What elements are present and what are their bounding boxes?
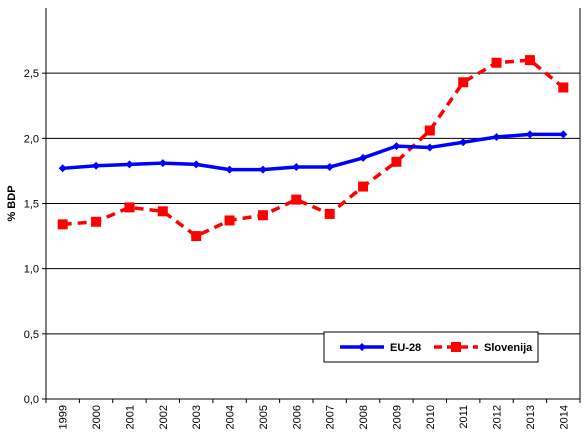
point-eu-28-2003 — [192, 160, 201, 169]
point-eu-28-2009 — [392, 142, 401, 151]
y-tick-label-5: 2,5 — [24, 68, 39, 80]
legend-label-eu-28: EU-28 — [390, 342, 421, 354]
legend: EU-28 Slovenija — [323, 331, 539, 363]
x-tick-label-2013: 2013 — [525, 405, 537, 429]
point-eu-28-2012 — [492, 133, 501, 142]
x-tick-label-2012: 2012 — [492, 405, 504, 429]
point-slovenija-2003 — [191, 231, 202, 242]
x-tick-label-2002: 2002 — [158, 405, 170, 429]
series-line-slovenija — [62, 58, 565, 238]
x-axis-ticks: 1999 2000 2001 2002 2003 2004 2005 2006 2007 2008… — [45, 399, 581, 429]
x-tick-label-2014: 2014 — [558, 405, 570, 429]
x-tick-label-2010: 2010 — [425, 405, 437, 429]
y-axis-label: % BDP — [6, 185, 18, 221]
point-eu-28-2000 — [92, 161, 101, 170]
series-line-eu-28 — [62, 132, 564, 172]
y-tick-label-3: 1,5 — [24, 199, 39, 211]
point-slovenija-1999 — [57, 219, 68, 230]
point-slovenija-2014 — [558, 82, 569, 93]
point-slovenija-2004 — [224, 215, 235, 226]
series-eu-28 — [58, 130, 568, 174]
point-slovenija-2000 — [91, 216, 102, 227]
point-eu-28-2011 — [459, 138, 468, 147]
point-eu-28-2002 — [158, 159, 167, 168]
y-tick-label-2: 1,0 — [24, 264, 39, 276]
x-tick-label-1999: 1999 — [58, 405, 70, 429]
series — [57, 55, 569, 242]
point-slovenija-2002 — [157, 206, 168, 217]
point-slovenija-2008 — [358, 181, 369, 192]
point-eu-28-2006 — [292, 163, 301, 172]
point-slovenija-2010 — [424, 125, 435, 136]
point-eu-28-2005 — [258, 165, 267, 174]
point-slovenija-2001 — [124, 202, 135, 213]
point-slovenija-2007 — [324, 208, 335, 219]
point-slovenija-2013 — [524, 55, 535, 66]
point-eu-28-2010 — [425, 143, 434, 152]
y-tick-label-4: 2,0 — [24, 133, 39, 145]
point-eu-28-2004 — [225, 165, 234, 174]
point-eu-28-2014 — [559, 130, 568, 139]
series-slovenija — [57, 55, 569, 242]
legend-marker-eu-28 — [358, 343, 366, 351]
point-slovenija-2009 — [391, 156, 402, 167]
y-tick-label-1: 0,5 — [24, 329, 39, 341]
x-tick-label-2001: 2001 — [124, 405, 136, 429]
x-tick-label-2005: 2005 — [258, 405, 270, 429]
legend-marker-slovenija — [451, 342, 461, 352]
point-slovenija-2006 — [291, 194, 302, 205]
point-eu-28-1999 — [58, 164, 67, 173]
point-slovenija-2005 — [257, 210, 268, 221]
point-slovenija-2012 — [491, 57, 502, 68]
y-tick-label-0: 0,0 — [24, 394, 39, 406]
legend-item-slovenija: Slovenija — [434, 342, 533, 354]
point-eu-28-2013 — [525, 130, 534, 139]
legend-label-slovenija: Slovenija — [484, 342, 533, 354]
x-tick-label-2006: 2006 — [291, 405, 303, 429]
x-tick-label-2009: 2009 — [391, 405, 403, 429]
x-tick-label-2011: 2011 — [458, 405, 470, 429]
x-tick-label-2000: 2000 — [91, 405, 103, 429]
x-tick-label-2008: 2008 — [358, 405, 370, 429]
legend-item-eu-28: EU-28 — [340, 342, 421, 354]
y-axis-ticks: 0,0 0,5 1,0 1,5 2,0 2,5 — [24, 68, 46, 406]
point-slovenija-2011 — [458, 77, 469, 88]
point-eu-28-2007 — [325, 163, 334, 172]
point-eu-28-2001 — [125, 160, 134, 169]
x-tick-label-2003: 2003 — [191, 405, 203, 429]
x-tick-label-2007: 2007 — [325, 405, 337, 429]
x-tick-label-2004: 2004 — [225, 405, 237, 429]
point-eu-28-2008 — [359, 153, 368, 162]
